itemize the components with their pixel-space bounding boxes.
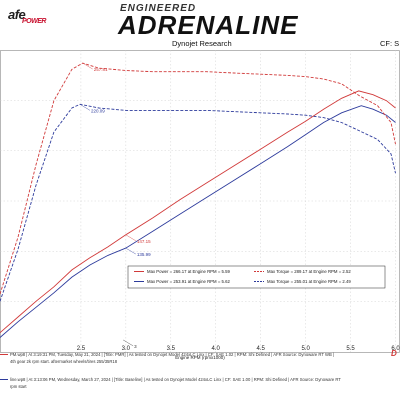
series-line-3: [0, 62, 396, 295]
legend-label: Max Power = 253.91 at Engine RPM = 5.62: [147, 279, 230, 284]
page-subtitle: Dynojet Research: [172, 39, 232, 48]
footer-line-3: line.wp8 | At 3:13:06 PM, Wednesday, Mar…: [0, 377, 400, 382]
afe-power-logo: afe POWER: [8, 7, 46, 25]
footer-text-2: 4th gear 2k rpm start. aftermarket wheel…: [10, 359, 118, 364]
legend-label: Max Power = 266.17 at Engine RPM = 5.59: [147, 269, 230, 274]
annotation-leader: [79, 104, 91, 111]
x-tick-label: 2.5: [77, 346, 86, 352]
brand-sub: POWER: [22, 18, 46, 25]
footer-line-4: rpm start: [0, 384, 400, 389]
series-line-2: [0, 105, 396, 338]
dynojet-marker: D: [391, 349, 397, 358]
header: afe POWER ENGINEERED ADRENALINE Dynojet …: [0, 0, 400, 50]
x-tick-label: 4.0: [212, 346, 221, 352]
annotation-label: 220.09: [91, 108, 105, 113]
x-tick-label: 4.5: [257, 346, 266, 352]
annotation-label: 257.81: [94, 67, 108, 72]
legend-label: Max Torque = 289.17 at Engine RPM = 2.52: [267, 269, 351, 274]
annotation-leader: [82, 62, 93, 70]
annotation-leader: [123, 339, 134, 347]
x-tick-label: 5.0: [301, 346, 310, 352]
x-tick-label: 3.5: [167, 346, 176, 352]
page-title: ADRENALINE: [118, 10, 299, 40]
annotation-leader: [125, 247, 136, 255]
annotation-label: 3: [134, 344, 137, 349]
footer-red-marker: [0, 354, 8, 356]
cf-label: CF: S: [380, 39, 400, 48]
footer-blue-marker: [0, 379, 8, 381]
x-tick-label: 6.0: [391, 346, 400, 352]
series-line-4: [0, 103, 396, 302]
series-line-1: [0, 90, 396, 334]
footer-text-4: rpm start: [10, 384, 27, 389]
plot-frame: [0, 50, 400, 353]
x-tick-label: 3.0: [122, 346, 131, 352]
annotation-label: 135.99: [137, 252, 151, 257]
x-axis-label: Engine RPM (rpmx1000): [175, 355, 225, 360]
x-tick-label: 5.5: [346, 346, 355, 352]
footer-text-3: line.wp8 | At 3:13:06 PM, Wednesday, Mar…: [10, 377, 341, 382]
legend: Max Power = 266.17 at Engine RPM = 5.59 M…: [127, 265, 386, 289]
footer-line-2: 4th gear 2k rpm start. aftermarket wheel…: [0, 359, 400, 364]
dyno-chart: 2.5 3.0 3.5 4.0 4.5 5.0 5.5 6.0 Engine RPM (rpmx…: [0, 50, 400, 360]
footer-text-1: PM.wp8 | At 3:19:31 PM, Tuesday, May 21,…: [10, 352, 334, 357]
annotation-leader: [125, 234, 136, 241]
footer-line-1: PM.wp8 | At 3:19:31 PM, Tuesday, May 21,…: [0, 352, 400, 357]
engineered-label: ENGINEERED: [120, 3, 197, 14]
brand-name: afe: [8, 7, 26, 22]
annotation-label: 147.15: [137, 239, 151, 244]
legend-box: [127, 265, 386, 289]
legend-label: Max Torque = 255.01 at Engine RPM = 2.49: [267, 279, 351, 284]
